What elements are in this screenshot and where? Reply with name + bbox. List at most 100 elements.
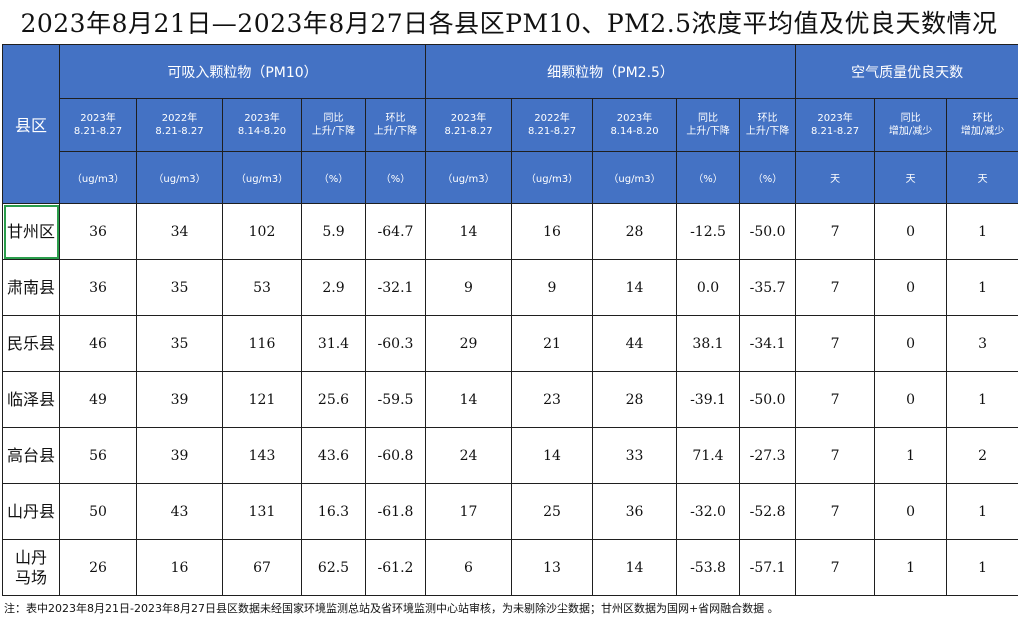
value-cell[interactable]: 0 <box>874 483 948 540</box>
value-cell[interactable]: 36 <box>59 259 137 316</box>
value-cell[interactable]: 29 <box>425 315 513 372</box>
value-cell[interactable]: 24 <box>425 427 513 484</box>
value-cell[interactable]: 43.6 <box>301 427 366 484</box>
value-cell[interactable]: 16 <box>511 203 594 260</box>
value-cell[interactable]: -27.3 <box>739 427 797 484</box>
value-cell[interactable]: 17 <box>425 483 513 540</box>
table-row: 甘州区 36 34 102 5.9 -64.7 14 16 28 -12.5 -50.0 7 0 1 <box>2 203 1018 260</box>
value-cell[interactable]: 1 <box>946 483 1018 540</box>
value-cell[interactable]: 14 <box>592 259 678 316</box>
value-cell[interactable]: 1 <box>946 371 1018 428</box>
value-cell[interactable]: -61.2 <box>364 539 427 596</box>
value-cell[interactable]: 39 <box>136 371 223 428</box>
value-cell[interactable]: 14 <box>425 203 513 260</box>
value-cell[interactable]: 131 <box>222 483 302 540</box>
value-cell[interactable]: 102 <box>222 203 302 260</box>
good-days-subheader: 2023年 8.21-8.27 <box>795 98 876 152</box>
value-cell[interactable]: 23 <box>511 371 594 428</box>
value-cell[interactable]: -32.0 <box>676 483 741 540</box>
value-cell[interactable]: -64.7 <box>364 203 427 260</box>
value-cell[interactable]: 7 <box>795 203 876 260</box>
value-cell[interactable]: -59.5 <box>364 371 427 428</box>
county-cell[interactable]: 临泽县 <box>2 371 60 428</box>
county-cell[interactable]: 甘州区 <box>2 203 60 260</box>
value-cell[interactable]: 21 <box>511 315 594 372</box>
value-cell[interactable]: 0 <box>874 203 948 260</box>
value-cell[interactable]: 0 <box>874 259 948 316</box>
value-cell[interactable]: 25 <box>511 483 594 540</box>
value-cell[interactable]: 1 <box>874 539 948 596</box>
value-cell[interactable]: -12.5 <box>676 203 741 260</box>
value-cell[interactable]: 0 <box>874 371 948 428</box>
value-cell[interactable]: 2 <box>946 427 1018 484</box>
value-cell[interactable]: -60.3 <box>364 315 427 372</box>
value-cell[interactable]: 53 <box>222 259 302 316</box>
value-cell[interactable]: 67 <box>222 539 302 596</box>
value-cell[interactable]: 71.4 <box>676 427 741 484</box>
value-cell[interactable]: 62.5 <box>301 539 366 596</box>
value-cell[interactable]: 9 <box>425 259 513 316</box>
value-cell[interactable]: 36 <box>59 203 137 260</box>
value-cell[interactable]: 7 <box>795 427 876 484</box>
value-cell[interactable]: 56 <box>59 427 137 484</box>
value-cell[interactable]: 28 <box>592 371 678 428</box>
value-cell[interactable]: 26 <box>59 539 137 596</box>
value-cell[interactable]: 44 <box>592 315 678 372</box>
value-cell[interactable]: 46 <box>59 315 137 372</box>
county-cell[interactable]: 山丹 马场 <box>2 539 60 596</box>
value-cell[interactable]: 1 <box>946 259 1018 316</box>
value-cell[interactable]: 39 <box>136 427 223 484</box>
value-cell[interactable]: 7 <box>795 483 876 540</box>
value-cell[interactable]: 31.4 <box>301 315 366 372</box>
value-cell[interactable]: 2.9 <box>301 259 366 316</box>
value-cell[interactable]: -39.1 <box>676 371 741 428</box>
value-cell[interactable]: -60.8 <box>364 427 427 484</box>
value-cell[interactable]: -61.8 <box>364 483 427 540</box>
value-cell[interactable]: 1 <box>874 427 948 484</box>
value-cell[interactable]: 7 <box>795 315 876 372</box>
value-cell[interactable]: 121 <box>222 371 302 428</box>
value-cell[interactable]: 36 <box>592 483 678 540</box>
value-cell[interactable]: 35 <box>136 259 223 316</box>
value-cell[interactable]: 1 <box>946 539 1018 596</box>
value-cell[interactable]: 14 <box>425 371 513 428</box>
value-cell[interactable]: 1 <box>946 203 1018 260</box>
value-cell[interactable]: 38.1 <box>676 315 741 372</box>
value-cell[interactable]: 14 <box>592 539 678 596</box>
value-cell[interactable]: -34.1 <box>739 315 797 372</box>
value-cell[interactable]: 13 <box>511 539 594 596</box>
value-cell[interactable]: 50 <box>59 483 137 540</box>
value-cell[interactable]: 34 <box>136 203 223 260</box>
value-cell[interactable]: 16 <box>136 539 223 596</box>
value-cell[interactable]: 7 <box>795 371 876 428</box>
value-cell[interactable]: -50.0 <box>739 203 797 260</box>
value-cell[interactable]: 0.0 <box>676 259 741 316</box>
value-cell[interactable]: 33 <box>592 427 678 484</box>
county-cell[interactable]: 肃南县 <box>2 259 60 316</box>
value-cell[interactable]: 35 <box>136 315 223 372</box>
county-cell[interactable]: 高台县 <box>2 427 60 484</box>
value-cell[interactable]: 28 <box>592 203 678 260</box>
value-cell[interactable]: -35.7 <box>739 259 797 316</box>
value-cell[interactable]: -32.1 <box>364 259 427 316</box>
value-cell[interactable]: 143 <box>222 427 302 484</box>
value-cell[interactable]: 3 <box>946 315 1018 372</box>
value-cell[interactable]: 0 <box>874 315 948 372</box>
value-cell[interactable]: 7 <box>795 259 876 316</box>
value-cell[interactable]: 43 <box>136 483 223 540</box>
county-cell[interactable]: 山丹县 <box>2 483 60 540</box>
value-cell[interactable]: -53.8 <box>676 539 741 596</box>
value-cell[interactable]: 25.6 <box>301 371 366 428</box>
value-cell[interactable]: -57.1 <box>739 539 797 596</box>
value-cell[interactable]: 16.3 <box>301 483 366 540</box>
value-cell[interactable]: -52.8 <box>739 483 797 540</box>
value-cell[interactable]: 7 <box>795 539 876 596</box>
value-cell[interactable]: -50.0 <box>739 371 797 428</box>
value-cell[interactable]: 116 <box>222 315 302 372</box>
value-cell[interactable]: 5.9 <box>301 203 366 260</box>
value-cell[interactable]: 49 <box>59 371 137 428</box>
county-cell[interactable]: 民乐县 <box>2 315 60 372</box>
value-cell[interactable]: 9 <box>511 259 594 316</box>
value-cell[interactable]: 14 <box>511 427 594 484</box>
value-cell[interactable]: 6 <box>425 539 513 596</box>
